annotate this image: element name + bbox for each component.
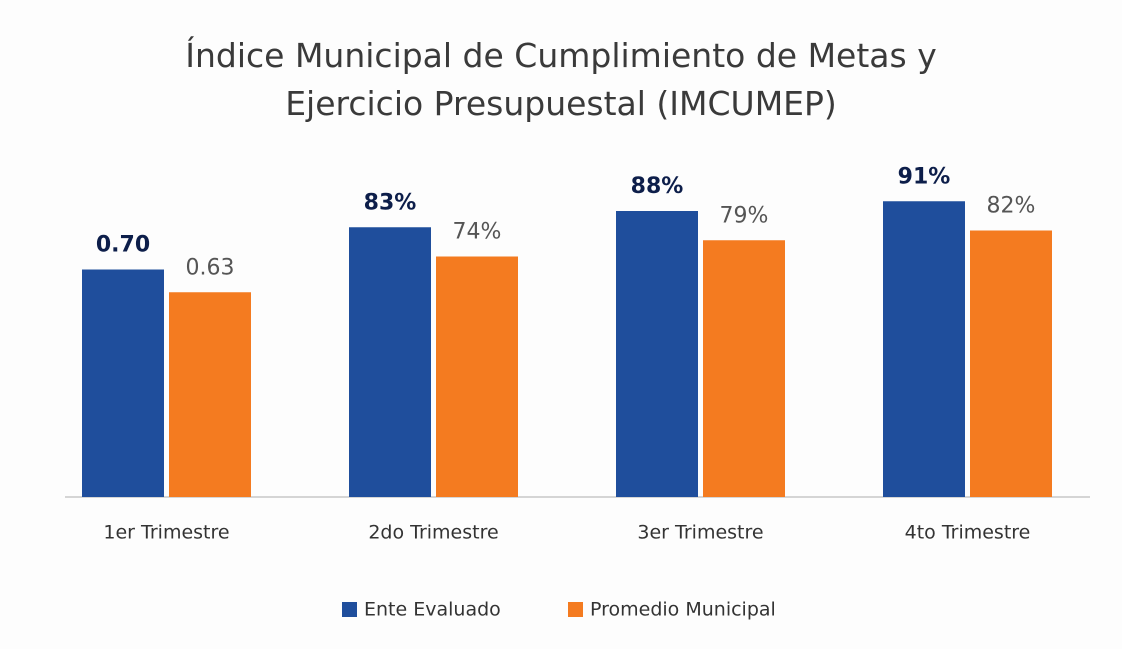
- data-label: 0.70: [96, 233, 150, 258]
- data-label: 82%: [987, 194, 1036, 219]
- legend-swatch: [568, 602, 583, 617]
- bar: [616, 211, 698, 497]
- chart-title: Índice Municipal de Cumplimiento de Meta…: [185, 36, 937, 123]
- bar: [883, 201, 965, 497]
- x-tick-label: 2do Trimestre: [368, 522, 498, 544]
- data-label: 83%: [364, 190, 417, 215]
- legend-label: Promedio Municipal: [590, 599, 776, 621]
- bar: [436, 256, 518, 497]
- x-tick-label: 3er Trimestre: [637, 522, 763, 544]
- bar: [349, 227, 431, 497]
- data-label: 0.63: [186, 255, 235, 280]
- x-tick-label: 1er Trimestre: [103, 522, 229, 544]
- bar: [82, 269, 164, 497]
- bar: [970, 230, 1052, 497]
- x-tick-label: 4to Trimestre: [905, 522, 1031, 544]
- bar: [169, 292, 251, 497]
- data-label: 79%: [720, 203, 769, 228]
- legend-label: Ente Evaluado: [364, 599, 501, 621]
- legend-swatch: [342, 602, 357, 617]
- data-label: 91%: [898, 164, 951, 189]
- bar: [703, 240, 785, 497]
- data-label: 88%: [631, 174, 684, 199]
- data-label: 74%: [453, 220, 502, 245]
